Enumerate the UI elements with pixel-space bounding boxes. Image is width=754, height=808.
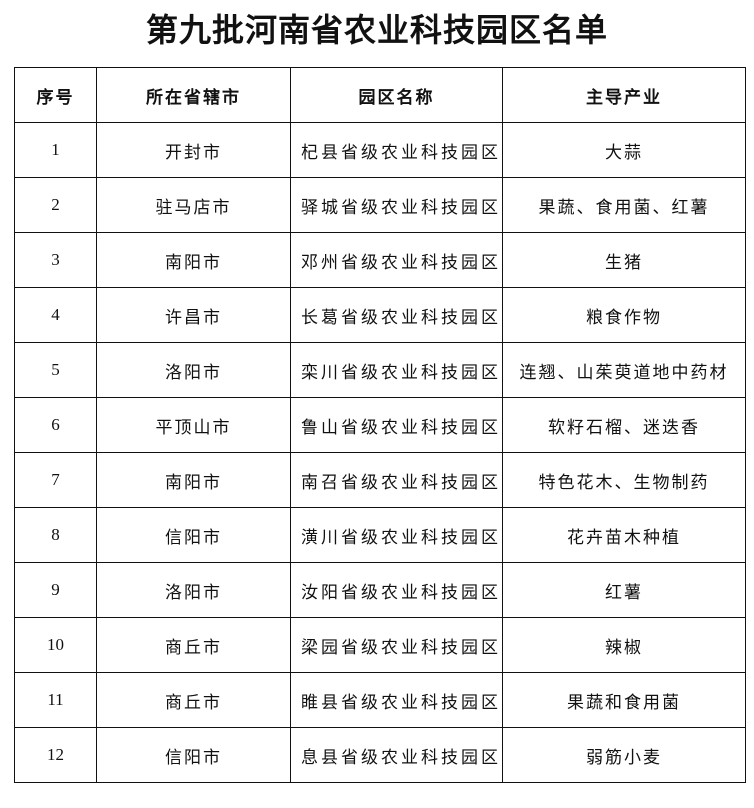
cell-park-name: 睢县省级农业科技园区 (290, 672, 503, 728)
header-industry: 主导产业 (502, 67, 746, 123)
cell-index: 5 (14, 342, 97, 398)
cell-index: 4 (14, 287, 97, 343)
table-row: 11 商丘市 睢县省级农业科技园区 果蔬和食用菌 (14, 672, 746, 728)
cell-park-name: 长葛省级农业科技园区 (290, 287, 503, 343)
header-city: 所在省辖市 (96, 67, 291, 123)
cell-city: 信阳市 (96, 727, 291, 783)
table-row: 3 南阳市 邓州省级农业科技园区 生猪 (14, 232, 746, 288)
cell-index: 12 (14, 727, 97, 783)
cell-industry: 花卉苗木种植 (502, 507, 746, 563)
cell-city: 许昌市 (96, 287, 291, 343)
table-row: 8 信阳市 潢川省级农业科技园区 花卉苗木种植 (14, 507, 746, 563)
cell-park-name: 潢川省级农业科技园区 (290, 507, 503, 563)
cell-index: 8 (14, 507, 97, 563)
cell-park-name: 汝阳省级农业科技园区 (290, 562, 503, 618)
cell-industry: 特色花木、生物制药 (502, 452, 746, 508)
page-title: 第九批河南省农业科技园区名单 (145, 11, 608, 49)
table-row: 12 信阳市 息县省级农业科技园区 弱筋小麦 (14, 727, 746, 783)
cell-index: 1 (14, 122, 97, 178)
table-row: 4 许昌市 长葛省级农业科技园区 粮食作物 (14, 287, 746, 343)
cell-industry: 生猪 (502, 232, 746, 288)
cell-city: 开封市 (96, 122, 291, 178)
cell-city: 平顶山市 (96, 397, 291, 453)
table-header-row: 序号 所在省辖市 园区名称 主导产业 (14, 67, 746, 123)
table-row: 5 洛阳市 栾川省级农业科技园区 连翘、山茱萸道地中药材 (14, 342, 746, 398)
cell-index: 9 (14, 562, 97, 618)
cell-index: 6 (14, 397, 97, 453)
cell-index: 11 (14, 672, 97, 728)
cell-park-name: 南召省级农业科技园区 (290, 452, 503, 508)
cell-park-name: 栾川省级农业科技园区 (290, 342, 503, 398)
cell-park-name: 邓州省级农业科技园区 (290, 232, 503, 288)
cell-industry: 弱筋小麦 (502, 727, 746, 783)
table-row: 10 商丘市 梁园省级农业科技园区 辣椒 (14, 617, 746, 673)
header-park-name: 园区名称 (290, 67, 503, 123)
cell-industry: 粮食作物 (502, 287, 746, 343)
cell-city: 洛阳市 (96, 562, 291, 618)
table-row: 9 洛阳市 汝阳省级农业科技园区 红薯 (14, 562, 746, 618)
cell-index: 10 (14, 617, 97, 673)
cell-park-name: 杞县省级农业科技园区 (290, 122, 503, 178)
cell-industry: 红薯 (502, 562, 746, 618)
cell-city: 信阳市 (96, 507, 291, 563)
header-index: 序号 (14, 67, 97, 123)
cell-industry: 软籽石榴、迷迭香 (502, 397, 746, 453)
cell-city: 驻马店市 (96, 177, 291, 233)
table-row: 7 南阳市 南召省级农业科技园区 特色花木、生物制药 (14, 452, 746, 508)
cell-park-name: 梁园省级农业科技园区 (290, 617, 503, 673)
cell-park-name: 鲁山省级农业科技园区 (290, 397, 503, 453)
cell-index: 3 (14, 232, 97, 288)
cell-city: 南阳市 (96, 232, 291, 288)
cell-city: 商丘市 (96, 672, 291, 728)
cell-industry: 果蔬和食用菌 (502, 672, 746, 728)
park-list-table: 序号 所在省辖市 园区名称 主导产业 1 开封市 杞县省级农业科技园区 大蒜 2 驻马店市… (14, 67, 746, 783)
cell-index: 7 (14, 452, 97, 508)
cell-industry: 辣椒 (502, 617, 746, 673)
table-row: 6 平顶山市 鲁山省级农业科技园区 软籽石榴、迷迭香 (14, 397, 746, 453)
cell-industry: 连翘、山茱萸道地中药材 (502, 342, 746, 398)
cell-city: 洛阳市 (96, 342, 291, 398)
cell-park-name: 息县省级农业科技园区 (290, 727, 503, 783)
cell-city: 南阳市 (96, 452, 291, 508)
cell-index: 2 (14, 177, 97, 233)
cell-industry: 果蔬、食用菌、红薯 (502, 177, 746, 233)
cell-park-name: 驿城省级农业科技园区 (290, 177, 503, 233)
cell-city: 商丘市 (96, 617, 291, 673)
cell-industry: 大蒜 (502, 122, 746, 178)
table-row: 1 开封市 杞县省级农业科技园区 大蒜 (14, 122, 746, 178)
table-row: 2 驻马店市 驿城省级农业科技园区 果蔬、食用菌、红薯 (14, 177, 746, 233)
